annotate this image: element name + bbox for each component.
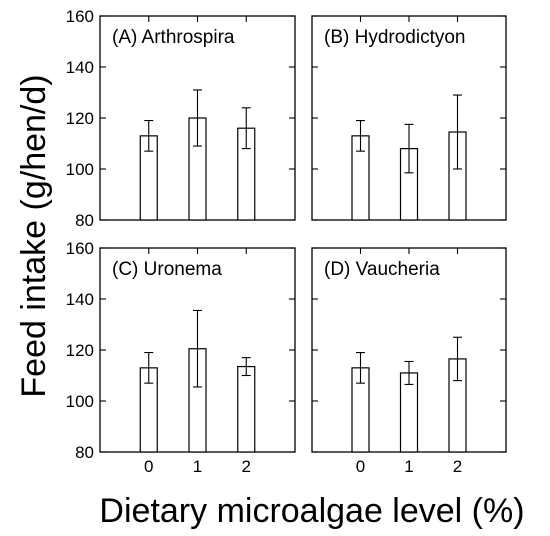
y-tick-label: 140 xyxy=(66,58,94,77)
y-tick-label: 100 xyxy=(66,160,94,179)
y-tick-label: 80 xyxy=(75,443,94,462)
y-tick-label: 80 xyxy=(75,211,94,230)
y-tick-label: 100 xyxy=(66,392,94,411)
y-tick-label: 160 xyxy=(66,7,94,26)
x-tick-label: 1 xyxy=(193,457,202,476)
panel-title: (A) Arthrospira xyxy=(112,27,235,48)
y-tick-label: 140 xyxy=(66,290,94,309)
x-tick-label: 0 xyxy=(144,457,153,476)
x-tick-label: 2 xyxy=(242,457,251,476)
panel-title: (C) Uronema xyxy=(112,259,222,280)
bar xyxy=(237,365,256,453)
y-tick-label: 120 xyxy=(66,341,94,360)
x-tick-label: 2 xyxy=(453,457,462,476)
y-tick-label: 120 xyxy=(66,109,94,128)
panel-title: (D) Vaucheria xyxy=(324,259,440,280)
x-axis-title: Dietary microalgae level (%) xyxy=(99,492,524,530)
x-tick-label: 1 xyxy=(404,457,413,476)
x-tick-label: 0 xyxy=(356,457,365,476)
panel-title: (B) Hydrodictyon xyxy=(324,27,466,48)
y-axis-title: Feed intake (g/hen/d) xyxy=(15,74,53,397)
y-tick-label: 160 xyxy=(66,239,94,258)
